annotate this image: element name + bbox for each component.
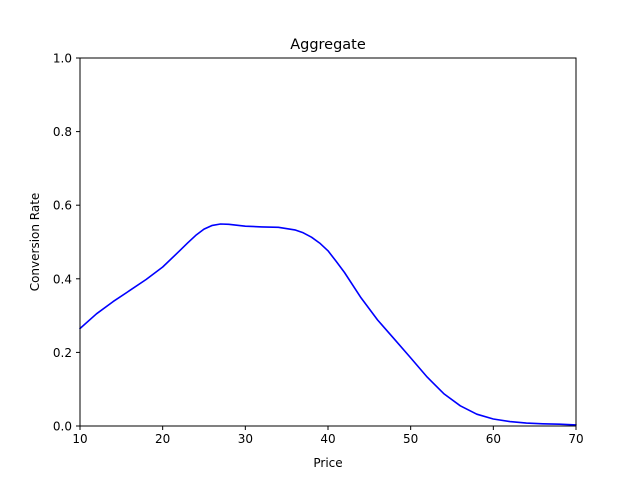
x-axis-label: Price	[313, 456, 342, 470]
y-tick-label: 0.8	[53, 125, 72, 139]
x-tick-label: 20	[155, 432, 170, 446]
chart-title: Aggregate	[290, 37, 366, 53]
x-tick-label: 10	[72, 432, 87, 446]
series-line-0	[79, 223, 577, 426]
y-tick-label: 0.4	[53, 272, 72, 286]
y-tick-label: 0.6	[53, 199, 72, 213]
x-tick-label: 70	[568, 432, 583, 446]
y-tick-label: 1.0	[53, 52, 72, 66]
x-axis-ticks: 10 20 30 40 50 60 70	[72, 426, 584, 446]
x-tick-label: 50	[403, 432, 418, 446]
plot-area-frame	[79, 57, 577, 427]
series-layer	[79, 223, 577, 426]
y-tick-label: 0.0	[53, 420, 72, 434]
y-axis-ticks: 0.0 0.2 0.4 0.6 0.8 1.0	[53, 52, 80, 434]
x-tick-label: 60	[486, 432, 501, 446]
y-axis-label: Conversion Rate	[28, 193, 42, 292]
y-tick-label: 0.2	[53, 346, 72, 360]
x-tick-label: 30	[238, 432, 253, 446]
x-tick-label: 40	[320, 432, 335, 446]
